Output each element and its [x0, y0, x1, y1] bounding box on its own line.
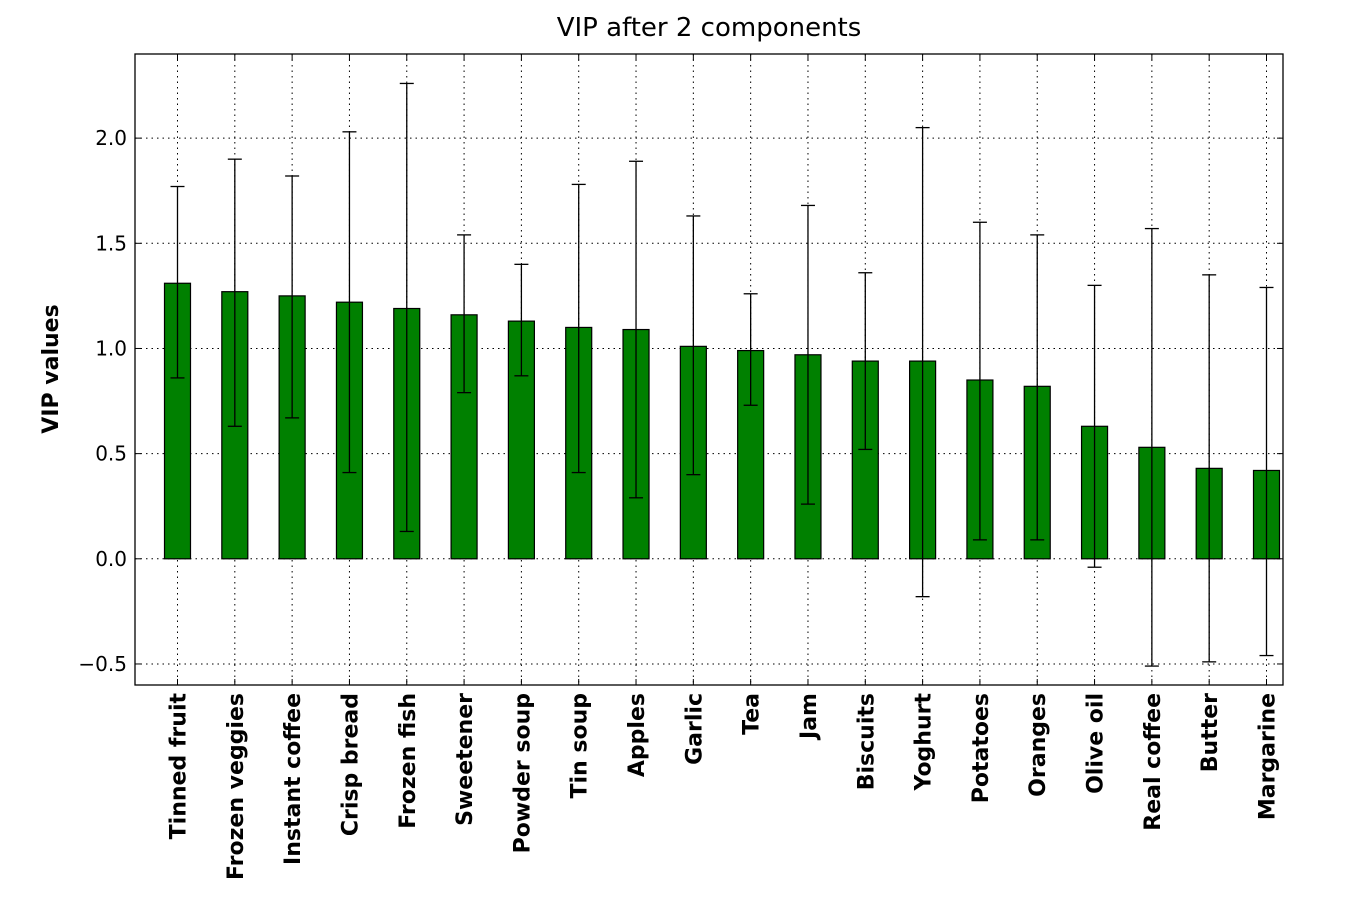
- x-tick-label: Sweetener: [453, 693, 478, 826]
- y-tick-label: 0.5: [95, 442, 127, 466]
- plot-frame: [134, 53, 1284, 686]
- grid-lines: [135, 54, 1283, 685]
- y-tick-label: 0.0: [95, 547, 127, 571]
- x-tick-label: Tea: [740, 693, 765, 735]
- x-tick-label: Crisp bread: [338, 693, 363, 836]
- x-tick-label: Tin soup: [568, 693, 593, 799]
- x-tick-label: Butter: [1198, 693, 1223, 772]
- x-tick-label: Instant coffee: [281, 693, 306, 865]
- x-tick-label: Frozen fish: [396, 693, 421, 829]
- x-axis-ticks: Tinned fruit Frozen veggies Instant coffee…: [167, 54, 1281, 880]
- x-tick-label: Garlic: [682, 693, 707, 765]
- y-tick-label: 1.0: [95, 336, 127, 360]
- chart-title: VIP after 2 components: [557, 13, 862, 43]
- x-tick-label: Tinned fruit: [167, 693, 192, 840]
- x-tick-label: Yoghurt: [912, 693, 937, 792]
- y-tick-label: −0.5: [78, 652, 127, 676]
- x-tick-label: Biscuits: [854, 693, 879, 790]
- x-tick-label: Real coffee: [1141, 693, 1166, 831]
- error-bars: [170, 82, 1274, 667]
- x-tick-label: Olive oil: [1084, 693, 1109, 794]
- y-tick-label: 2.0: [95, 126, 127, 150]
- x-tick-label: Potatoes: [969, 693, 994, 803]
- y-tick-label: 1.5: [95, 231, 127, 255]
- y-axis-ticks: −0.5 0.0 0.5 1.0 1.5 2.0: [78, 126, 1283, 676]
- x-tick-label: Margarine: [1256, 693, 1281, 820]
- x-tick-label: Powder soup: [510, 693, 535, 853]
- bars: [163, 282, 1281, 560]
- x-tick-label: Jam: [797, 693, 822, 741]
- x-tick-label: Frozen veggies: [224, 693, 249, 880]
- y-axis-label: VIP values: [39, 304, 64, 433]
- x-tick-label: Apples: [625, 693, 650, 777]
- x-tick-label: Oranges: [1026, 693, 1051, 797]
